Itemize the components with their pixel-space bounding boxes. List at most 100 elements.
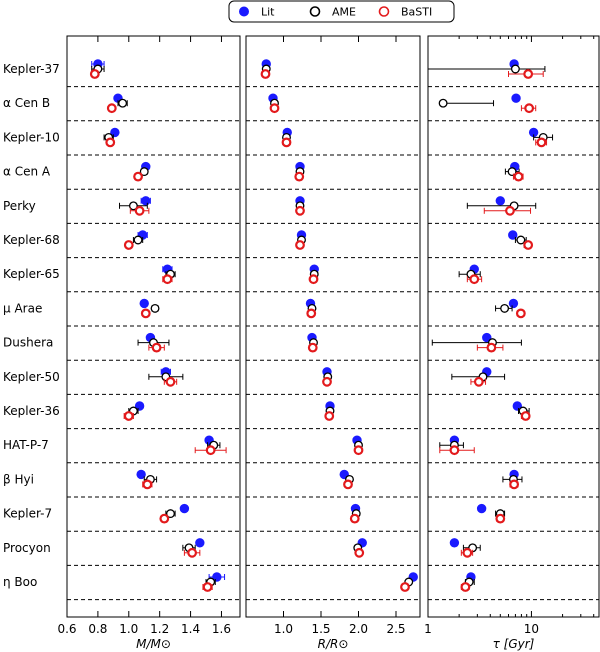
x-axis-title: R/R⊙ [318,637,349,651]
point-ame [139,167,149,177]
marker-basti [159,513,170,524]
star-label: Kepler-7 [3,507,52,521]
legend-label-ame: AME [332,6,356,19]
marker-basti [295,205,305,216]
marker-basti [306,308,317,319]
marker-basti [322,376,332,387]
marker-basti [520,411,531,421]
point-ame [117,98,128,108]
point-basti [162,274,173,285]
point-lit [476,503,487,514]
point-lit [139,298,149,309]
marker-basti [523,69,534,79]
marker-ame [139,167,149,177]
point-basti [294,171,305,182]
point-basti [520,103,537,114]
point-basti [129,205,150,216]
point-basti [163,376,178,387]
legend-marker-ame [309,6,321,17]
point-basti [89,69,100,79]
point-basti [512,171,524,182]
point-basti [400,582,410,592]
point-ame [438,98,495,108]
panels: 0.6 0.8 1.0 1.2 1.4 1.6M/M⊙1.0 1.5 2.0 2.5R/R⊙1 1… [57,35,600,651]
marker-basti [486,342,497,353]
star-label: HAT-P-7 [3,438,49,452]
point-basti [183,547,201,558]
point-basti [476,342,504,353]
marker-basti [536,137,547,148]
marker-lit [476,503,487,514]
point-basti [460,582,471,592]
panel-mass: 0.6 0.8 1.0 1.2 1.4 1.6 M/M⊙ [57,35,241,651]
point-basti [142,479,153,490]
legend-label-lit: Lit [261,6,275,19]
marker-basti [400,582,410,592]
marker-lit [136,469,146,480]
panel-radius: 1.0 1.5 2.0 2.5 R/R⊙ [245,35,421,651]
marker-lit [212,572,222,582]
panel-frame [245,35,421,618]
star-labels: Kepler-37 α Cen B Kepler-10 α Cen A Perky Kep… [3,62,60,589]
point-basti [133,171,143,182]
star-label: Kepler-50 [3,370,60,384]
marker-basti [140,308,151,319]
marker-basti [202,582,213,592]
x-tick-label: 0.8 [88,622,107,636]
x-tick-label: 1.2 [150,622,169,636]
marker-lit [134,401,145,411]
legend-frame [228,0,455,23]
point-basti [343,479,353,490]
x-tick-label: 0.6 [57,622,76,636]
panel-age: 1 10τ [Gyr] [424,35,600,651]
point-ame [132,235,144,245]
point-basti [520,411,531,421]
marker-basti [307,342,318,353]
point-basti [523,240,534,250]
star-label: α Cen A [3,165,51,179]
point-basti [148,342,165,353]
x-axis-title: τ [Gyr] [493,637,535,651]
marker-basti [473,376,484,387]
marker-ame [118,98,128,108]
point-ame [150,303,160,313]
point-basti [349,513,360,524]
point-lit [482,332,492,343]
marker-ame [516,235,526,245]
marker-basti [123,411,134,421]
point-ame [427,64,546,74]
legend: Lit AME BaSTI [228,0,455,23]
star-label: μ Arae [3,301,42,315]
point-lit [511,93,521,103]
marker-lit [141,196,151,206]
marker-basti [89,69,100,79]
marker-basti [462,547,473,558]
marker-basti [260,69,271,79]
marker-lit [512,401,522,411]
marker-basti [495,513,506,524]
marker-basti [449,445,460,456]
point-basti [295,205,305,216]
point-basti [105,137,116,148]
point-basti [535,137,548,148]
point-basti [260,69,271,79]
marker-ame [133,235,143,245]
point-lit [508,298,519,309]
point-ame [495,303,513,313]
panel-frame [66,35,241,618]
marker-basti [353,445,364,456]
x-tick-label: 2.5 [386,622,405,636]
marker-basti [151,342,162,353]
x-tick-label: 1.0 [274,622,293,636]
marker-lit [195,538,205,548]
point-basti [439,445,475,456]
point-basti [483,205,532,216]
point-basti [515,308,526,319]
marker-basti [524,103,535,114]
marker-basti [523,240,534,250]
marker-basti [515,308,526,319]
point-basti [202,582,213,592]
point-basti [106,103,117,114]
x-tick-label: 1 [424,622,432,636]
marker-basti [123,240,134,250]
